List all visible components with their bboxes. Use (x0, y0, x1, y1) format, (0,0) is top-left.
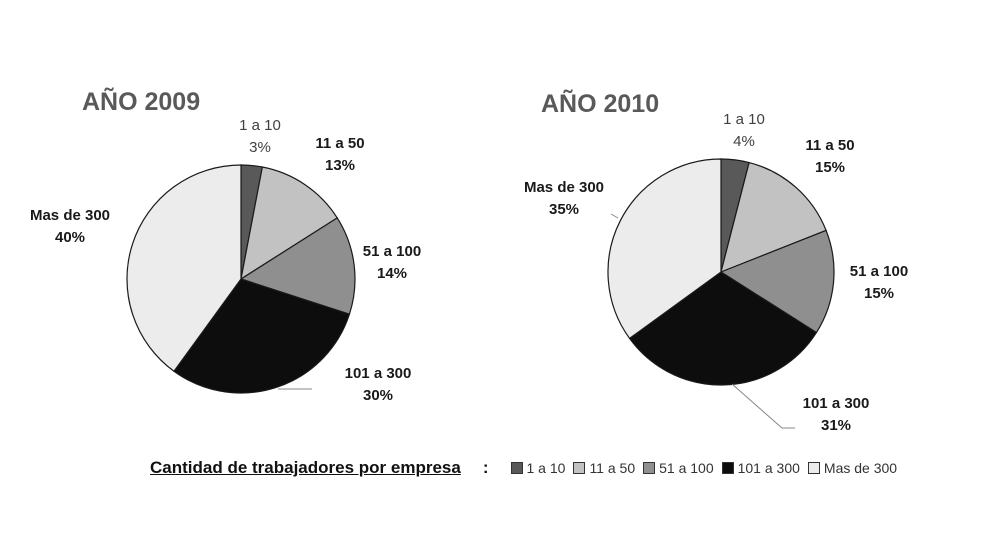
data-label-value: 14% (377, 265, 407, 282)
data-label: 51 a 100 15% (850, 263, 908, 302)
legend: Cantidad de trabajadores por empresa: 1 … (150, 458, 905, 478)
data-label-value: 31% (821, 417, 851, 434)
data-label-category: 1 a 10 (723, 111, 765, 128)
legend-swatch (643, 462, 656, 474)
data-label: 11 a 50 15% (805, 137, 854, 176)
legend-label: 51 a 100 (659, 460, 714, 476)
legend-label: 101 a 300 (737, 460, 800, 476)
data-label-value: 30% (363, 387, 393, 404)
data-label-value: 40% (55, 229, 85, 246)
data-label-category: 51 a 100 (850, 263, 908, 280)
leader-line (610, 213, 619, 219)
pie-slice-3 (239, 217, 356, 315)
legend-swatch (573, 462, 586, 474)
pie-slice-5 (126, 164, 242, 373)
pie-slice-2 (240, 166, 339, 281)
data-label-value: 15% (864, 285, 894, 302)
data-label-category: 1 a 10 (239, 117, 281, 134)
data-label: 51 a 100 14% (363, 243, 421, 282)
pie-slice-4 (628, 271, 818, 386)
data-label-value: 13% (325, 157, 355, 174)
data-label-category: 11 a 50 (315, 135, 364, 152)
legend-swatch (807, 462, 820, 474)
data-label-category: 51 a 100 (363, 243, 421, 260)
pie-chart-1: AÑO 2009 1 a 10 3% 11 a 50 13% 51 a 100 14% 101… (30, 86, 421, 404)
legend-item-1-a-10: 1 a 10 (510, 460, 566, 476)
legend-item-101-a-300: 101 a 300 (721, 460, 800, 476)
legend-title-colon: : (482, 458, 489, 477)
data-label-category: 101 a 300 (803, 395, 870, 412)
legend-label: 1 a 10 (526, 460, 566, 476)
chart-title: AÑO 2010 (541, 88, 659, 118)
legend-item-mas-de-300: Mas de 300 (807, 460, 898, 476)
data-label-value: 3% (249, 139, 271, 156)
data-label: 101 a 300 30% (345, 365, 412, 404)
data-label: Mas de 300 35% (524, 179, 604, 218)
data-label-category: 11 a 50 (805, 137, 854, 154)
data-label-category: 101 a 300 (345, 365, 412, 382)
data-label-value: 15% (815, 159, 845, 176)
legend-label: 11 a 50 (589, 460, 636, 476)
legend-label: Mas de 300 (823, 460, 898, 476)
data-label: 1 a 10 4% (723, 111, 765, 150)
data-label-value: 35% (549, 201, 579, 218)
pie-slice-2 (720, 161, 827, 273)
legend-item-11-a-50: 11 a 50 (573, 460, 635, 476)
pie-chart-2: AÑO 2010 1 a 10 4% 11 a 50 15% 51 a 100 15% 101… (524, 88, 908, 434)
data-label-category: Mas de 300 (524, 179, 604, 196)
pie-charts: AÑO 2009 1 a 10 3% 11 a 50 13% 51 a 100 14% 101… (30, 86, 908, 434)
legend-title: Cantidad de trabajadores por empresa: (150, 458, 489, 478)
data-label: 11 a 50 13% (315, 135, 364, 174)
data-label: 1 a 10 3% (239, 117, 281, 156)
legend-title-text: Cantidad de trabajadores por empresa (150, 458, 461, 477)
data-label-category: Mas de 300 (30, 207, 110, 224)
pie-slice-4 (173, 278, 351, 394)
leader-line (731, 383, 795, 429)
data-label-value: 4% (733, 133, 755, 150)
data-label: Mas de 300 40% (30, 207, 110, 246)
pie-slice-3 (719, 229, 835, 334)
chart-title: AÑO 2009 (82, 86, 200, 116)
pie-slice-5 (607, 158, 722, 340)
legend-swatch (721, 462, 734, 474)
data-label: 101 a 300 31% (803, 395, 870, 434)
legend-swatch (510, 462, 523, 474)
legend-item-51-a-100: 51 a 100 (643, 460, 714, 476)
